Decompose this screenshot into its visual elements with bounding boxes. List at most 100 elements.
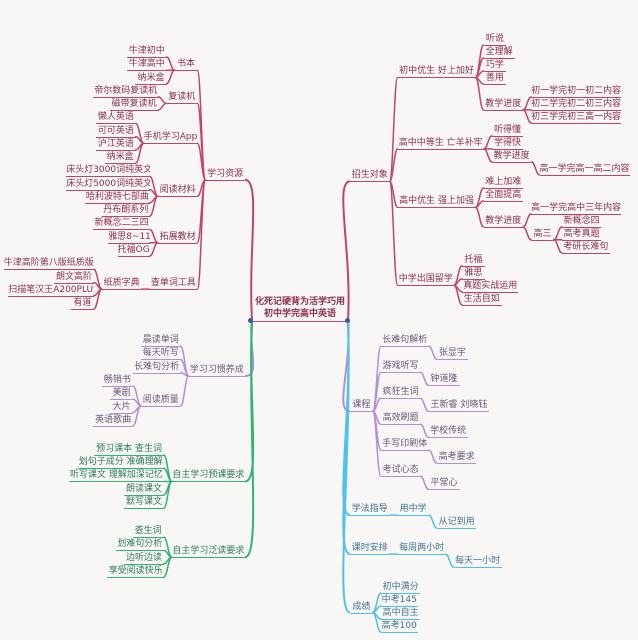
- topic-label[interactable]: 拓展教材: [157, 231, 198, 244]
- topic-label[interactable]: 疯狂生词: [380, 387, 421, 400]
- topic-label[interactable]: 英语歌曲: [93, 414, 133, 427]
- topic-label[interactable]: 预习课本 查生词: [94, 443, 164, 456]
- topic-label[interactable]: 懒人英语: [96, 112, 136, 125]
- topic-label[interactable]: 托福: [462, 254, 485, 267]
- topic-label[interactable]: 初中优生 好上加好: [397, 66, 476, 79]
- topic-label[interactable]: 听说: [483, 33, 507, 46]
- topic-label[interactable]: 招生对象: [350, 170, 390, 183]
- topic-label[interactable]: 难上加难: [483, 176, 524, 189]
- topic-label[interactable]: 高中中等生 亡羊补牢: [397, 137, 484, 150]
- topic-label[interactable]: 王新睿 刘晓钰: [428, 399, 490, 413]
- topic-label[interactable]: 雅思8~11: [108, 231, 150, 244]
- topic-label[interactable]: 每周两小时: [397, 543, 446, 556]
- topic-label[interactable]: 巧学: [483, 59, 507, 72]
- topic-label[interactable]: 纳米盒: [104, 151, 136, 165]
- topic-label[interactable]: 学法指导: [350, 504, 390, 517]
- topic-label[interactable]: 初中满分: [380, 582, 421, 595]
- topic-label[interactable]: 牛津高阶第八版纸质版: [3, 258, 94, 271]
- topic-label[interactable]: 朗文高阶: [54, 271, 94, 284]
- topic-label[interactable]: 朗读课文: [124, 483, 164, 496]
- topic-label[interactable]: 学得快: [491, 137, 524, 150]
- topic-label[interactable]: 边听边读: [124, 552, 164, 565]
- topic-label[interactable]: 大片: [110, 401, 133, 414]
- topic-label[interactable]: 学习资源: [205, 168, 245, 181]
- topic-label[interactable]: 高中优生 强上加强: [397, 196, 476, 209]
- topic-label[interactable]: 全理解: [483, 46, 515, 59]
- topic-label[interactable]: 成绩: [350, 601, 373, 614]
- topic-label[interactable]: 学校传统: [428, 426, 468, 439]
- topic-label[interactable]: 纸质字典: [101, 278, 142, 291]
- topic-label[interactable]: 高一学完高中三年内容: [531, 202, 622, 215]
- topic-label[interactable]: 查单词工具: [149, 278, 198, 291]
- topic-label[interactable]: 考试心态: [380, 465, 421, 478]
- topic-label[interactable]: 牛津初中: [127, 46, 167, 58]
- topic-label[interactable]: 高考真题: [561, 228, 602, 241]
- topic-label[interactable]: 手写印刷体: [380, 439, 429, 452]
- topic-label[interactable]: 课程: [350, 399, 373, 413]
- topic-label[interactable]: 自主学习泛读要求: [171, 546, 245, 559]
- topic-label[interactable]: 听得懂: [491, 124, 524, 137]
- topic-label[interactable]: 畅销书: [101, 374, 133, 387]
- topic-label[interactable]: 高考100: [380, 621, 418, 633]
- topic-label[interactable]: 游戏听写: [380, 361, 421, 374]
- topic-label[interactable]: 用中学: [397, 503, 429, 517]
- topic-label[interactable]: 学习习惯养成: [188, 365, 245, 378]
- topic-label[interactable]: 初三学完初三高一内容: [531, 111, 622, 124]
- topic-label[interactable]: 教学进度: [483, 98, 524, 111]
- topic-label[interactable]: 划句子成分 准确理解: [77, 457, 164, 470]
- topic-label[interactable]: 享受阅读快乐: [107, 566, 164, 578]
- topic-label[interactable]: 高三: [531, 228, 554, 241]
- topic-label[interactable]: 床头灯5000词纯英文: [66, 178, 150, 191]
- topic-label[interactable]: 教学进度: [491, 150, 532, 163]
- topic-label[interactable]: 高中自主: [380, 608, 421, 620]
- topic-label[interactable]: 生活自如: [462, 293, 502, 306]
- topic-label[interactable]: 阅读质量: [141, 394, 181, 407]
- central-topic[interactable]: 化死记硬背为活学巧用 初中学完高中英语: [250, 296, 350, 322]
- topic-label[interactable]: 阅读材料: [157, 185, 198, 198]
- topic-label[interactable]: 雅思: [462, 267, 485, 280]
- topic-label[interactable]: 床头灯3000词纯英文: [66, 165, 150, 178]
- topic-label[interactable]: 沪江英语: [96, 138, 136, 151]
- topic-label[interactable]: 帝尔数码复读机: [93, 85, 159, 98]
- topic-label[interactable]: 新概念二三四: [93, 218, 150, 231]
- topic-label[interactable]: 有道: [71, 297, 94, 311]
- topic-label[interactable]: 新概念四: [561, 215, 602, 228]
- topic-label[interactable]: 查生词: [132, 525, 164, 539]
- topic-label[interactable]: 张显宇: [436, 347, 468, 361]
- topic-label[interactable]: 听写课文 理解加深记忆: [69, 470, 164, 483]
- topic-label[interactable]: 高考要求: [436, 452, 477, 465]
- topic-label[interactable]: 自主学习预课要求: [171, 470, 245, 483]
- topic-label[interactable]: 高一学完高一高二内容: [539, 163, 630, 176]
- topic-label[interactable]: 初二学完初二初三内容: [531, 98, 622, 111]
- topic-label[interactable]: 高效刷题: [380, 413, 421, 426]
- topic-label[interactable]: 晨读单词: [141, 335, 181, 348]
- topic-label[interactable]: 平常心: [428, 477, 460, 491]
- topic-label[interactable]: 真题实战运用: [462, 280, 519, 293]
- topic-label[interactable]: 课时安排: [350, 543, 390, 556]
- topic-label[interactable]: 长难句解析: [380, 335, 429, 348]
- topic-label[interactable]: 纳米盒: [135, 72, 167, 85]
- topic-label[interactable]: 全面提高: [483, 189, 524, 202]
- topic-label[interactable]: 美剧: [110, 387, 133, 401]
- topic-label[interactable]: 托福OG: [117, 244, 150, 257]
- topic-label[interactable]: 书本: [174, 58, 198, 72]
- topic-label[interactable]: 初一学完初一初二内容: [531, 85, 622, 98]
- topic-label[interactable]: 可可英语: [96, 125, 136, 138]
- topic-label[interactable]: 磁带复读机: [110, 99, 159, 112]
- topic-label[interactable]: 每天听写: [141, 348, 181, 361]
- topic-label[interactable]: 教学进度: [483, 215, 524, 228]
- topic-label[interactable]: 划难句分析: [115, 539, 164, 552]
- topic-label[interactable]: 考研长难句: [561, 241, 610, 254]
- topic-label[interactable]: 扫描笔汉王A200PLUS: [8, 284, 94, 297]
- topic-label[interactable]: 哈利波特七部曲: [85, 191, 150, 204]
- topic-label[interactable]: 钟道隆: [428, 373, 460, 387]
- topic-label[interactable]: 默写课文: [124, 497, 164, 510]
- topic-label[interactable]: 长难句分析: [132, 361, 181, 374]
- topic-label[interactable]: 从记到用: [436, 517, 477, 530]
- topic-label[interactable]: 牛津高中: [127, 59, 167, 72]
- topic-label[interactable]: 手机学习App: [143, 132, 198, 145]
- topic-label[interactable]: 复读机: [166, 91, 198, 105]
- topic-label[interactable]: 中考145: [380, 595, 418, 608]
- topic-label[interactable]: 每天一小时: [453, 556, 502, 569]
- topic-label[interactable]: 中学出国留学: [397, 274, 454, 287]
